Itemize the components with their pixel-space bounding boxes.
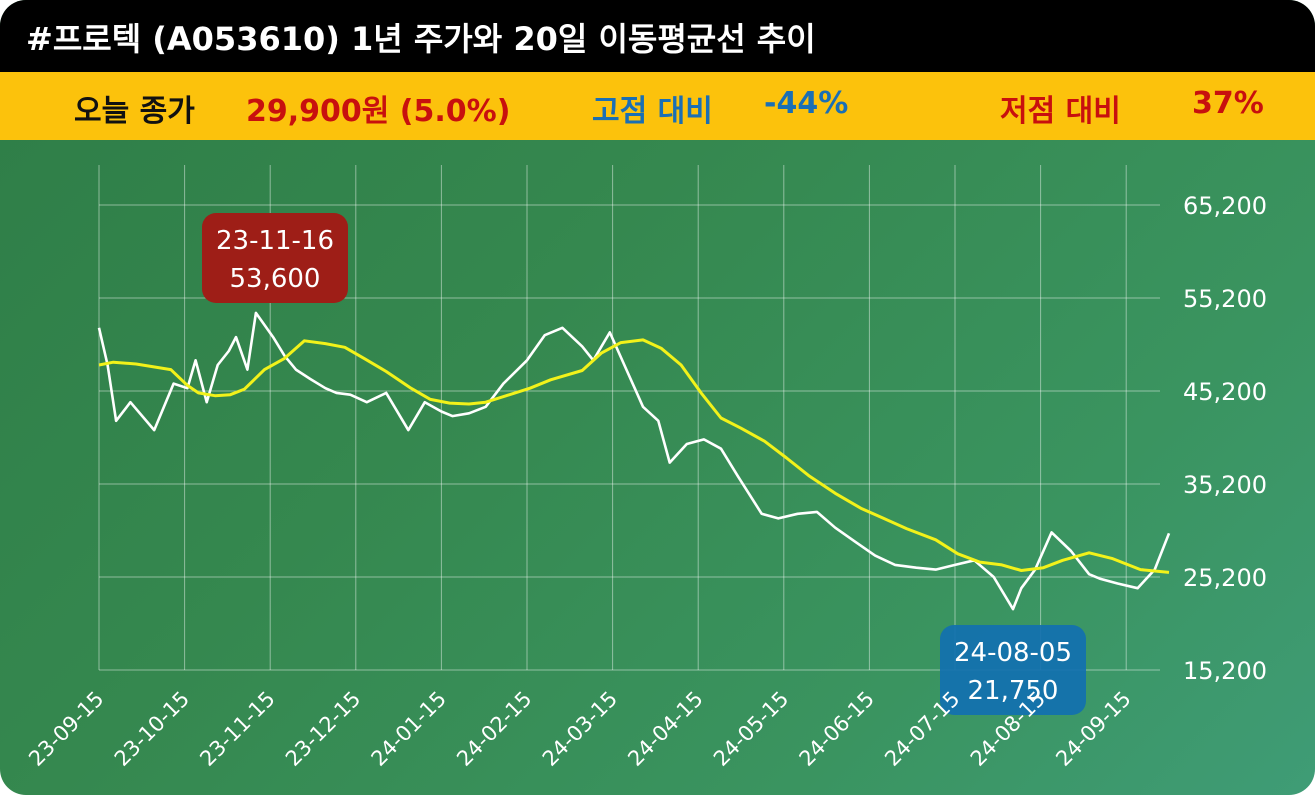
x-tick-label: 23-11-15 [195, 687, 279, 771]
y-axis: 65,200 55,200 45,200 35,200 25,200 15,200 [1183, 192, 1267, 685]
x-tick-label: 24-07-15 [880, 687, 964, 771]
low-annotation-value: 21,750 [968, 676, 1059, 706]
title-bar: #프로텍 (A053610) 1년 주가와 20일 이동평균선 추이 [0, 0, 1315, 72]
x-tick-label: 24-06-15 [795, 687, 879, 771]
x-tick-label: 23-10-15 [110, 687, 194, 771]
info-bar: 오늘 종가 29,900원 (5.0%) 고점 대비 -44% 저점 대비 37… [0, 72, 1315, 140]
price-line [97, 311, 1171, 611]
x-tick-label: 23-12-15 [281, 687, 365, 771]
x-tick-label: 24-02-15 [452, 687, 536, 771]
y-tick-label: 35,200 [1183, 471, 1267, 499]
x-tick-label: 24-04-15 [623, 687, 707, 771]
y-tick-label: 55,200 [1183, 285, 1267, 313]
low-annotation-box [940, 625, 1086, 715]
ma20-line [98, 338, 1170, 574]
low-compare-value: 37% [1192, 86, 1264, 121]
chart-title: #프로텍 (A053610) 1년 주가와 20일 이동평균선 추이 [26, 20, 816, 58]
x-tick-label: 24-05-15 [709, 687, 793, 771]
high-compare-label: 고점 대비 [592, 94, 713, 129]
low-compare-label: 저점 대비 [1000, 94, 1121, 129]
annotation-layer: 23-11-16 53,600 24-08-05 21,750 [202, 213, 1086, 715]
y-tick-label: 25,200 [1183, 564, 1267, 592]
high-compare-value: -44% [764, 86, 849, 121]
high-annotation-value: 53,600 [230, 264, 321, 294]
y-tick-label: 15,200 [1183, 657, 1267, 685]
high-annotation-box [202, 213, 348, 303]
x-tick-label: 24-01-15 [367, 687, 451, 771]
series-layer [97, 311, 1171, 611]
y-tick-label: 65,200 [1183, 192, 1267, 220]
close-value: 29,900원 (5.0%) [246, 94, 511, 129]
high-annotation-date: 23-11-16 [216, 226, 334, 256]
low-annotation-date: 24-08-05 [954, 638, 1072, 668]
y-tick-label: 45,200 [1183, 378, 1267, 406]
x-tick-label: 23-09-15 [24, 687, 108, 771]
close-label: 오늘 종가 [74, 94, 195, 129]
x-tick-label: 24-03-15 [538, 687, 622, 771]
grid [98, 165, 1160, 671]
